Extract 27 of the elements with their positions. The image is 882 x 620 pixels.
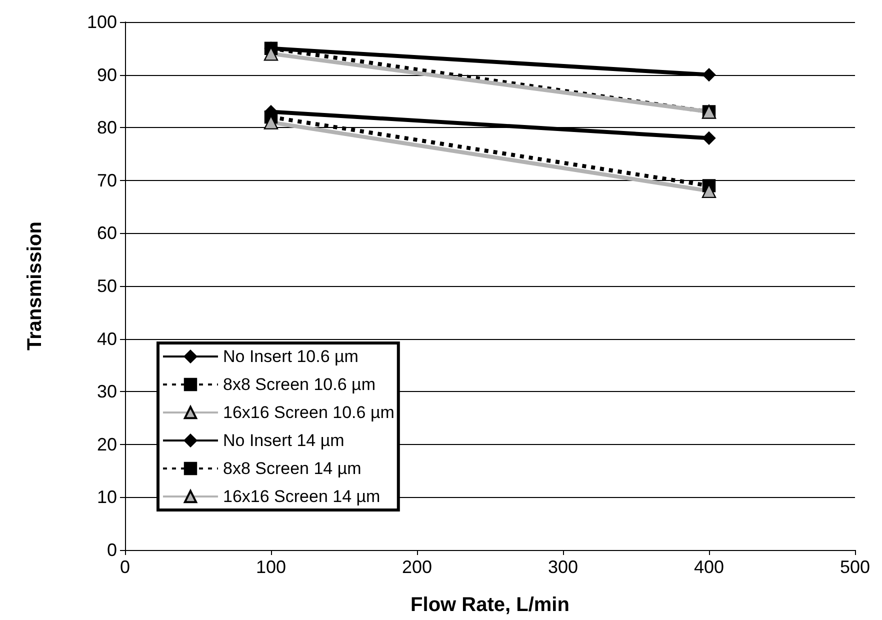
y-tick-label: 60 [96, 223, 117, 244]
x-axis-title: Flow Rate, L/min [410, 594, 570, 616]
y-tick-label: 100 [86, 12, 117, 32]
y-tick-label: 20 [96, 434, 117, 454]
legend-label: No Insert 10.6 µm [223, 347, 358, 366]
legend-label: 16x16 Screen 14 µm [223, 487, 380, 506]
y-tick-label: 30 [96, 382, 117, 402]
y-tick-label: 40 [96, 328, 117, 349]
y-tick-label: 80 [96, 118, 117, 138]
y-tick-label: 70 [96, 170, 117, 190]
x-tick-label: 500 [840, 557, 870, 577]
x-tick-label: 300 [548, 557, 578, 577]
point [702, 68, 716, 82]
y-tick-label: 90 [96, 64, 117, 85]
x-tick-label: 0 [120, 557, 130, 577]
x-tick-label: 200 [402, 557, 432, 577]
point [702, 132, 716, 145]
x-tick-label: 100 [256, 557, 286, 577]
legend-label: 8x8 Screen 10.6 µm [223, 375, 376, 394]
legend-label: 16x16 Screen 10.6 µm [223, 403, 394, 422]
y-tick-label: 10 [96, 487, 117, 508]
y-axis-title: Transmission [24, 222, 46, 350]
y-tick-label: 0 [106, 540, 117, 560]
legend-label: No Insert 14 µm [223, 431, 344, 450]
legend-label: 8x8 Screen 14 µm [223, 459, 362, 478]
x-tick-label: 400 [694, 557, 724, 577]
y-tick-label: 50 [96, 276, 117, 296]
